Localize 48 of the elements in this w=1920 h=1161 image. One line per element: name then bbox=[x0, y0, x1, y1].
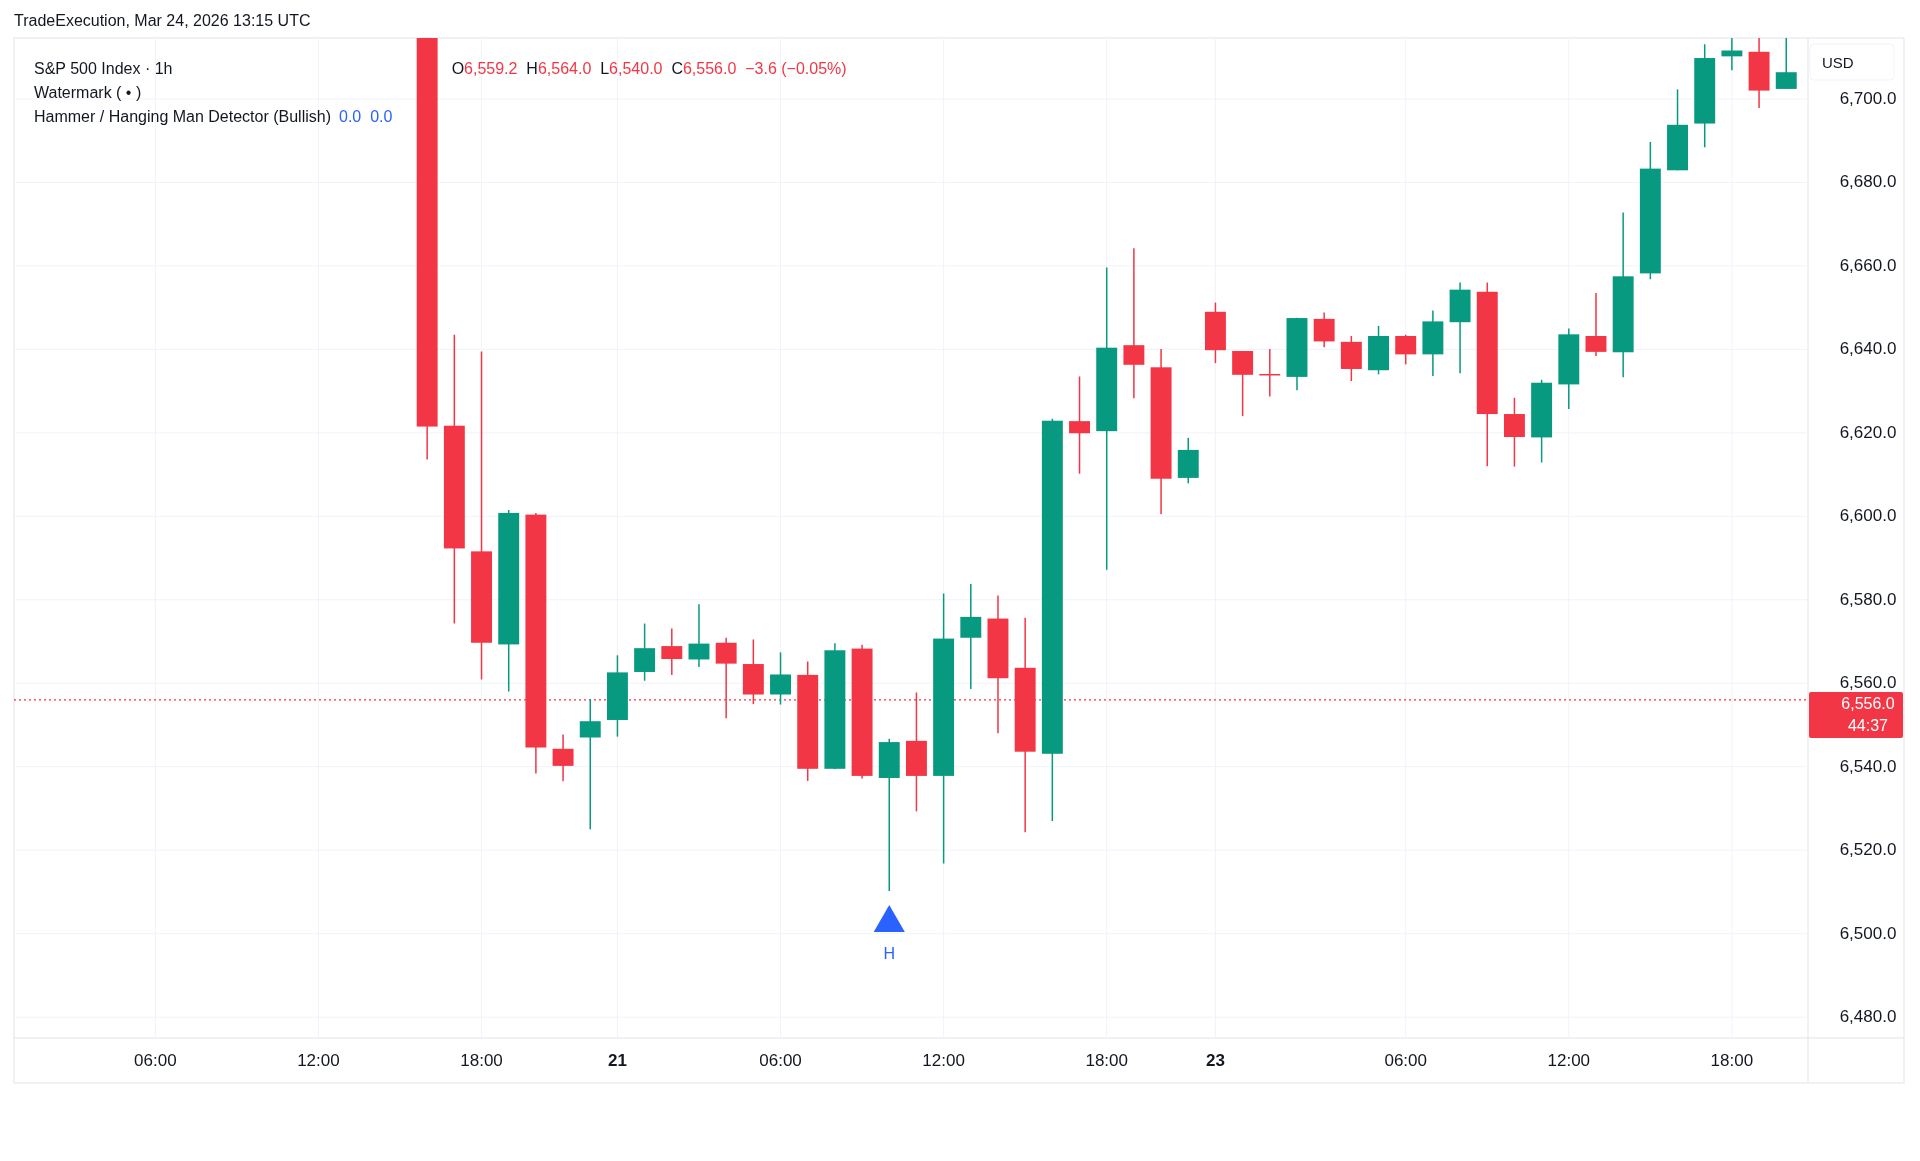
candlestick bbox=[1585, 292, 1607, 357]
candlestick bbox=[634, 622, 656, 682]
annotation: Hammer / Hanging Man Detector (Bullish) bbox=[34, 108, 331, 125]
y-tick-label: 6,520.0 bbox=[1839, 840, 1897, 860]
candlestick bbox=[661, 627, 683, 676]
annotation: H bbox=[883, 945, 896, 963]
x-tick-label: 06:00 bbox=[759, 1051, 802, 1070]
y-axis-title: USD bbox=[1822, 54, 1854, 71]
candlestick bbox=[1232, 350, 1254, 417]
candlestick bbox=[579, 698, 601, 831]
y-tick-label: 6,600.0 bbox=[1839, 506, 1897, 526]
y-tick-label: 6,540.0 bbox=[1839, 756, 1897, 776]
x-tick-label: 18:00 bbox=[1085, 1051, 1128, 1070]
y-tick-label: 6,580.0 bbox=[1839, 589, 1897, 609]
candlestick bbox=[1313, 311, 1335, 349]
text: Watermark ( • ) bbox=[34, 84, 142, 101]
candlestick bbox=[1069, 375, 1090, 475]
annotation: 0.0 0.0 bbox=[339, 108, 393, 125]
x-tick-label: 18:00 bbox=[1710, 1051, 1754, 1070]
x-tick-label: 06:00 bbox=[1384, 1051, 1427, 1070]
x-tick-label: 21 bbox=[607, 1051, 627, 1070]
ref-line-label: 6,556.0 bbox=[1841, 694, 1895, 712]
x-tick-label: 12:00 bbox=[297, 1051, 340, 1070]
text: 44:37 bbox=[1847, 716, 1889, 734]
candlestick bbox=[1775, 38, 1797, 90]
candlestick bbox=[552, 733, 574, 783]
x-tick-label: 23 bbox=[1205, 1051, 1225, 1070]
candlestick bbox=[1395, 333, 1417, 366]
candlestick bbox=[770, 651, 791, 706]
y-tick-label: 6,620.0 bbox=[1839, 422, 1897, 442]
candlestick bbox=[1503, 397, 1525, 468]
y-tick-label: 6,500.0 bbox=[1839, 923, 1897, 943]
x-tick-label: 12:00 bbox=[1547, 1051, 1591, 1070]
x-tick-label: 06:00 bbox=[134, 1051, 177, 1070]
candlestick bbox=[960, 583, 982, 690]
x-tick-label: 12:00 bbox=[922, 1051, 965, 1070]
y-tick-label: 6,560.0 bbox=[1839, 673, 1897, 693]
candlestick bbox=[1123, 247, 1145, 399]
y-tick-label: 6,640.0 bbox=[1839, 339, 1897, 359]
y-tick-label: 6,680.0 bbox=[1839, 172, 1897, 192]
y-tick-label: 6,480.0 bbox=[1839, 1007, 1897, 1027]
y-tick-label: 6,660.0 bbox=[1839, 255, 1897, 275]
chart-subtitle: TradeExecution, Mar 24, 2026 13:15 UTC bbox=[14, 12, 311, 29]
x-tick-label: 18:00 bbox=[460, 1051, 503, 1070]
candlestick bbox=[688, 603, 710, 668]
y-tick-label: 6,700.0 bbox=[1839, 88, 1897, 108]
annotation: O6,559.2 H6,564.0 L6,540.0 C6,556.0 −3.6 (−0.05%) bbox=[451, 60, 847, 77]
text: S&P 500 Index · 1h bbox=[34, 60, 173, 77]
